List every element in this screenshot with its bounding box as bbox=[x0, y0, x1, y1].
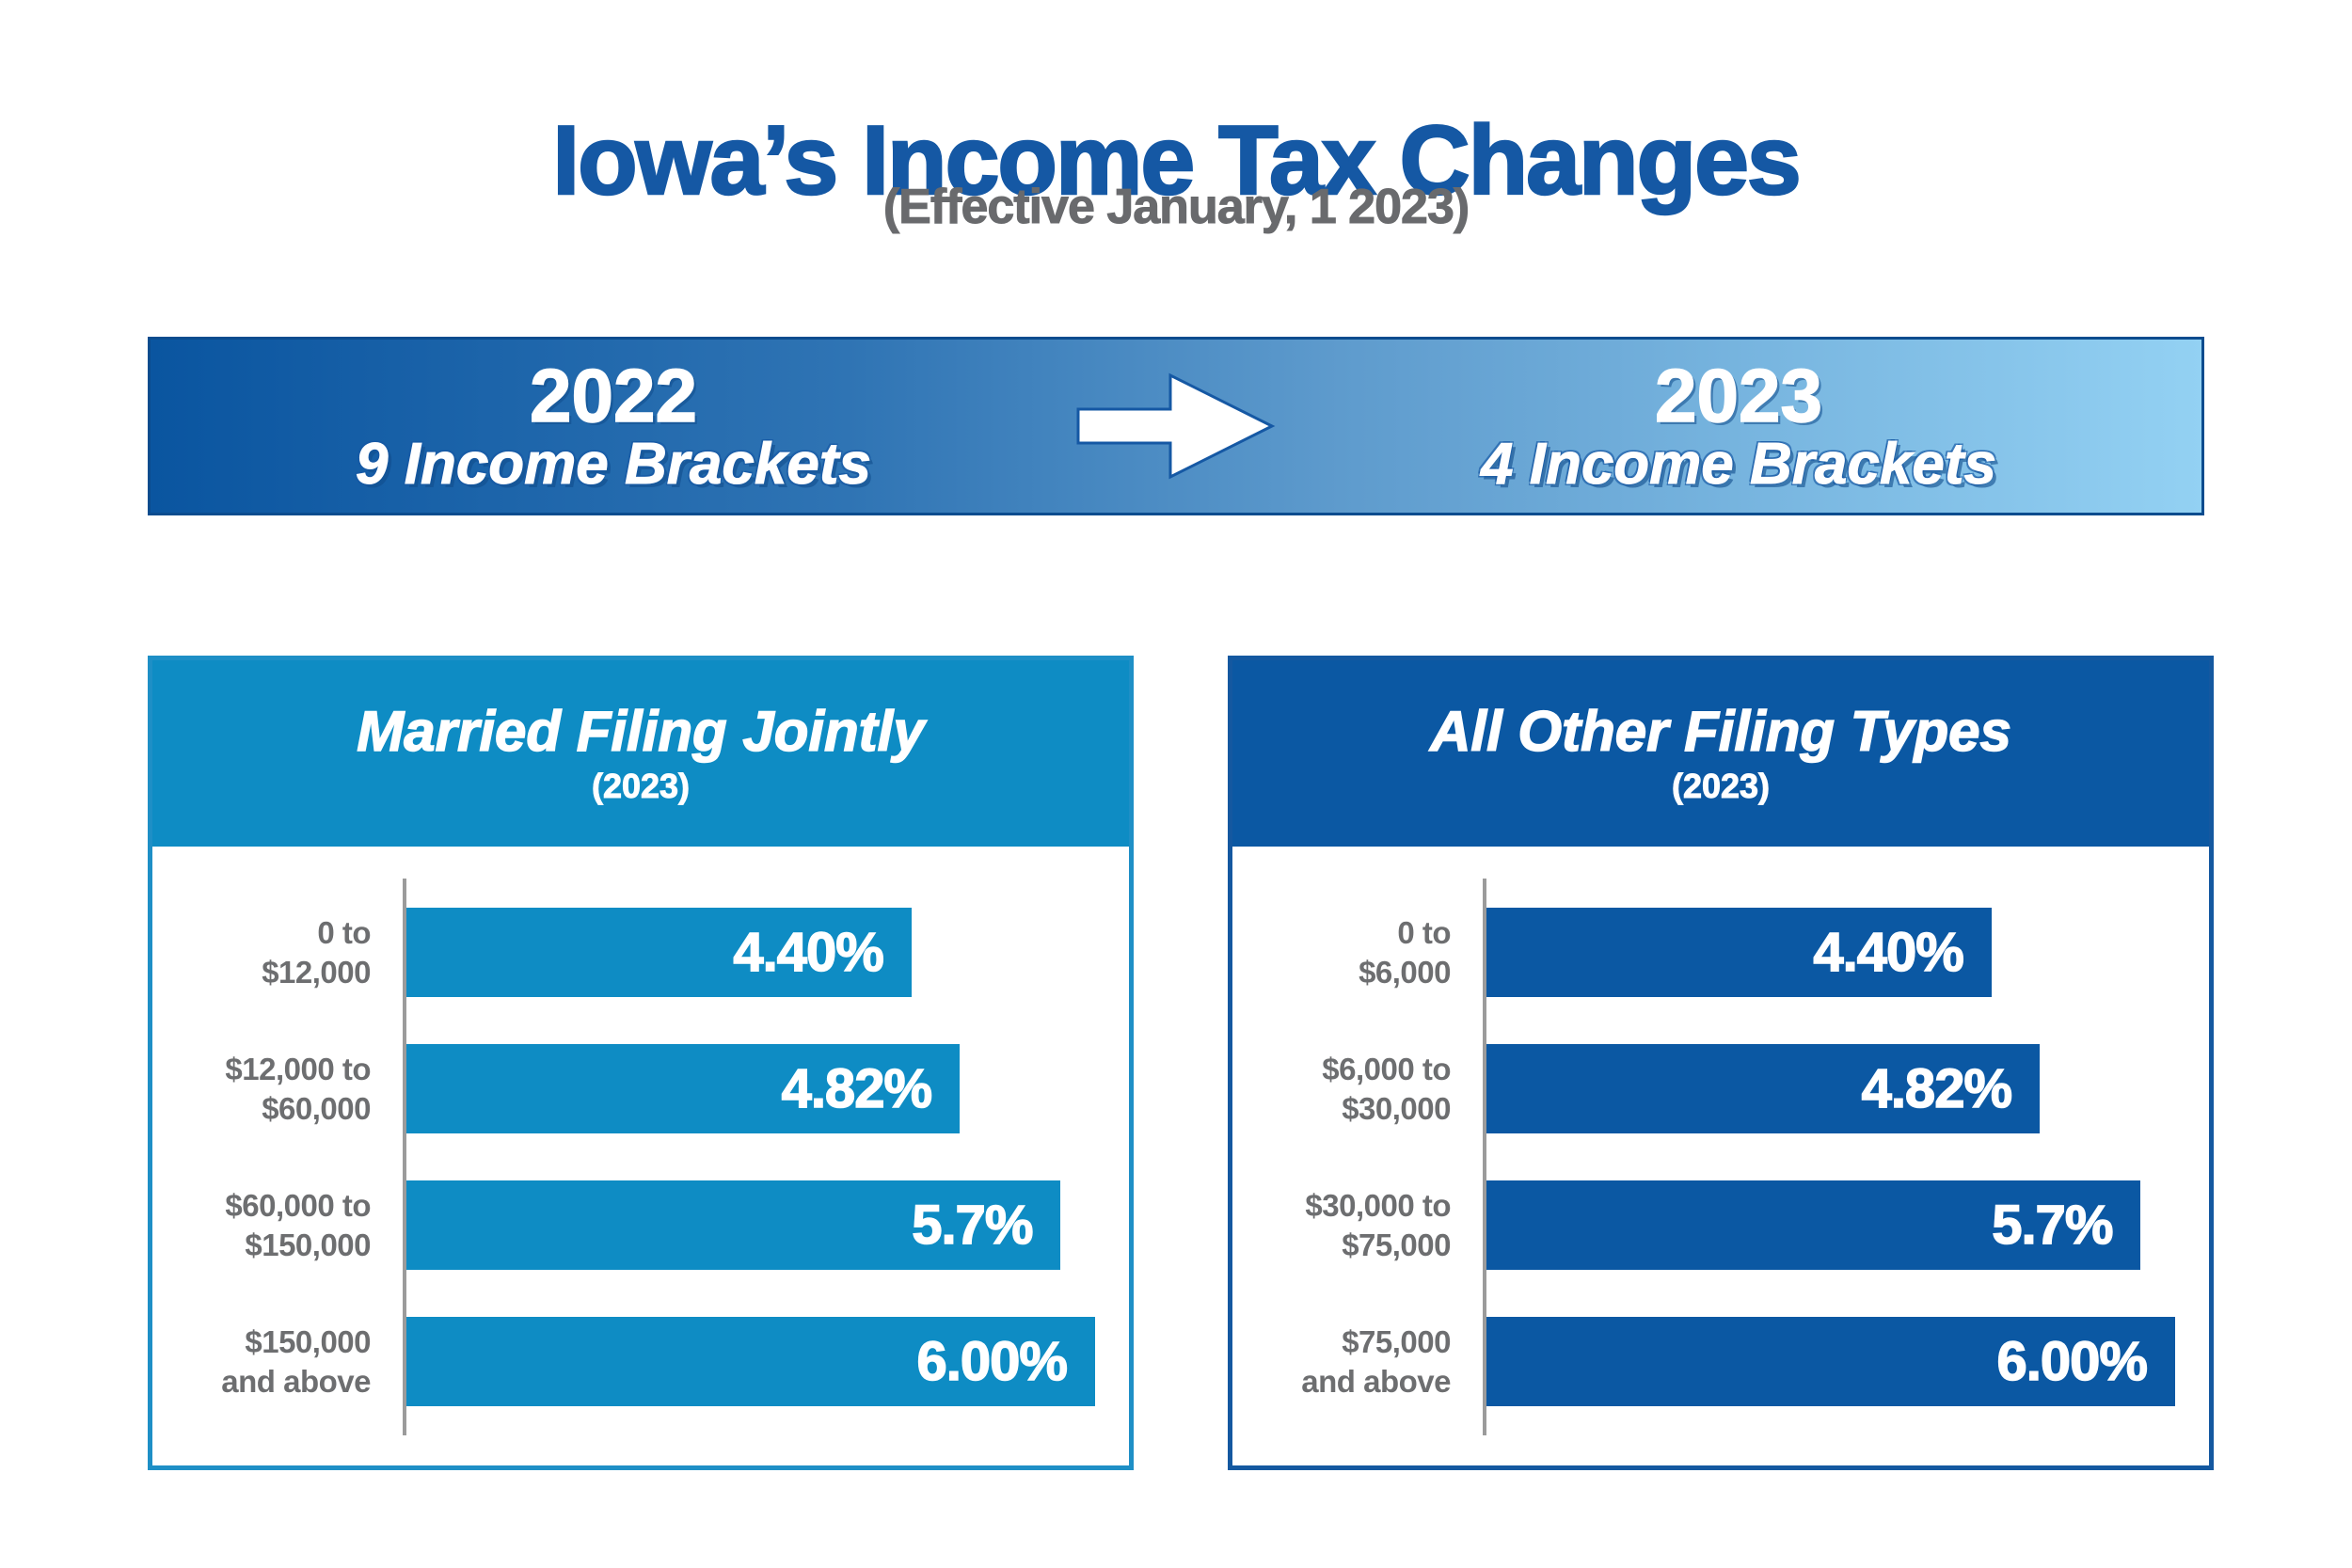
bar-row: $60,000 to $150,000 5.7% bbox=[152, 1180, 1129, 1270]
panel-married-subtitle: (2023) bbox=[591, 767, 691, 806]
tax-rate-value: 6.00% bbox=[1996, 1330, 2149, 1393]
bar-row: 0 to $12,000 4.40% bbox=[152, 908, 1129, 997]
tax-rate-bar: 5.7% bbox=[1486, 1180, 2141, 1270]
right-arrow-icon bbox=[1076, 372, 1276, 480]
tax-rate-bar: 6.00% bbox=[1486, 1317, 2175, 1406]
tax-rate-bar: 6.00% bbox=[406, 1317, 1095, 1406]
panel-married-chart: 0 to $12,000 4.40% $12,000 to $60,000 4.… bbox=[152, 847, 1129, 1465]
tax-rate-value: 4.40% bbox=[733, 921, 885, 984]
bar-rows: 0 to $12,000 4.40% $12,000 to $60,000 4.… bbox=[152, 908, 1129, 1406]
income-bracket-label: $30,000 to $75,000 bbox=[1305, 1188, 1451, 1262]
income-bracket-label: 0 to $12,000 bbox=[262, 915, 371, 990]
year-transition-banner: 2022 9 Income Brackets 2023 4 Income Bra… bbox=[148, 337, 2204, 515]
panel-married-title: Married Filing Jointly bbox=[357, 700, 926, 764]
panel-married-header: Married Filing Jointly (2023) bbox=[152, 660, 1129, 847]
panel-other-chart: 0 to $6,000 4.40% $6,000 to $30,000 4.82… bbox=[1232, 847, 2209, 1465]
bar-row: $150,000 and above 6.00% bbox=[152, 1317, 1129, 1406]
banner-2023-block: 2023 4 Income Brackets bbox=[1276, 353, 2201, 498]
tax-rate-bar: 4.82% bbox=[406, 1044, 961, 1133]
banner-2022-label: 9 Income Brackets bbox=[356, 432, 872, 498]
tax-rate-value: 4.82% bbox=[781, 1057, 933, 1120]
bar-row: 0 to $6,000 4.40% bbox=[1232, 908, 2209, 997]
tax-rate-value: 5.7% bbox=[1991, 1194, 2114, 1257]
banner-2022-block: 2022 9 Income Brackets bbox=[151, 353, 1076, 498]
bar-row: $75,000 and above 6.00% bbox=[1232, 1317, 2209, 1406]
income-bracket-label: $75,000 and above bbox=[1301, 1324, 1451, 1399]
bar-row: $30,000 to $75,000 5.7% bbox=[1232, 1180, 2209, 1270]
bar-rows: 0 to $6,000 4.40% $6,000 to $30,000 4.82… bbox=[1232, 908, 2209, 1406]
banner-2023-year: 2023 bbox=[1654, 353, 1822, 437]
tax-rate-value: 6.00% bbox=[916, 1330, 1069, 1393]
tax-rate-bar: 4.82% bbox=[1486, 1044, 2041, 1133]
tax-rate-value: 4.40% bbox=[1813, 921, 1965, 984]
income-bracket-label: $60,000 to $150,000 bbox=[225, 1188, 371, 1262]
tax-rate-value: 5.7% bbox=[911, 1194, 1034, 1257]
tax-rate-value: 4.82% bbox=[1861, 1057, 2013, 1120]
income-bracket-label: 0 to $6,000 bbox=[1359, 915, 1451, 990]
vertical-axis-line bbox=[403, 879, 406, 1435]
banner-2022-year: 2022 bbox=[529, 353, 697, 437]
panel-all-other-filing-types: All Other Filing Types (2023) 0 to $6,00… bbox=[1228, 656, 2214, 1470]
tax-rate-bar: 4.40% bbox=[1486, 908, 1992, 997]
tax-rate-bar: 4.40% bbox=[406, 908, 912, 997]
income-bracket-label: $6,000 to $30,000 bbox=[1322, 1052, 1451, 1126]
panel-other-title: All Other Filing Types bbox=[1429, 700, 2011, 764]
page-title: Iowa’s Income Tax Changes bbox=[551, 105, 1803, 215]
vertical-axis-line bbox=[1483, 879, 1486, 1435]
panel-other-subtitle: (2023) bbox=[1671, 767, 1771, 806]
bar-row: $12,000 to $60,000 4.82% bbox=[152, 1044, 1129, 1133]
bar-row: $6,000 to $30,000 4.82% bbox=[1232, 1044, 2209, 1133]
panel-married-filing-jointly: Married Filing Jointly (2023) 0 to $12,0… bbox=[148, 656, 1134, 1470]
panel-other-header: All Other Filing Types (2023) bbox=[1232, 660, 2209, 847]
banner-2023-label: 4 Income Brackets bbox=[1481, 432, 1997, 498]
income-bracket-label: $150,000 and above bbox=[221, 1324, 371, 1399]
page-subtitle: (Effective January, 1 2023) bbox=[882, 180, 1470, 235]
income-bracket-label: $12,000 to $60,000 bbox=[225, 1052, 371, 1126]
tax-rate-bar: 5.7% bbox=[406, 1180, 1061, 1270]
